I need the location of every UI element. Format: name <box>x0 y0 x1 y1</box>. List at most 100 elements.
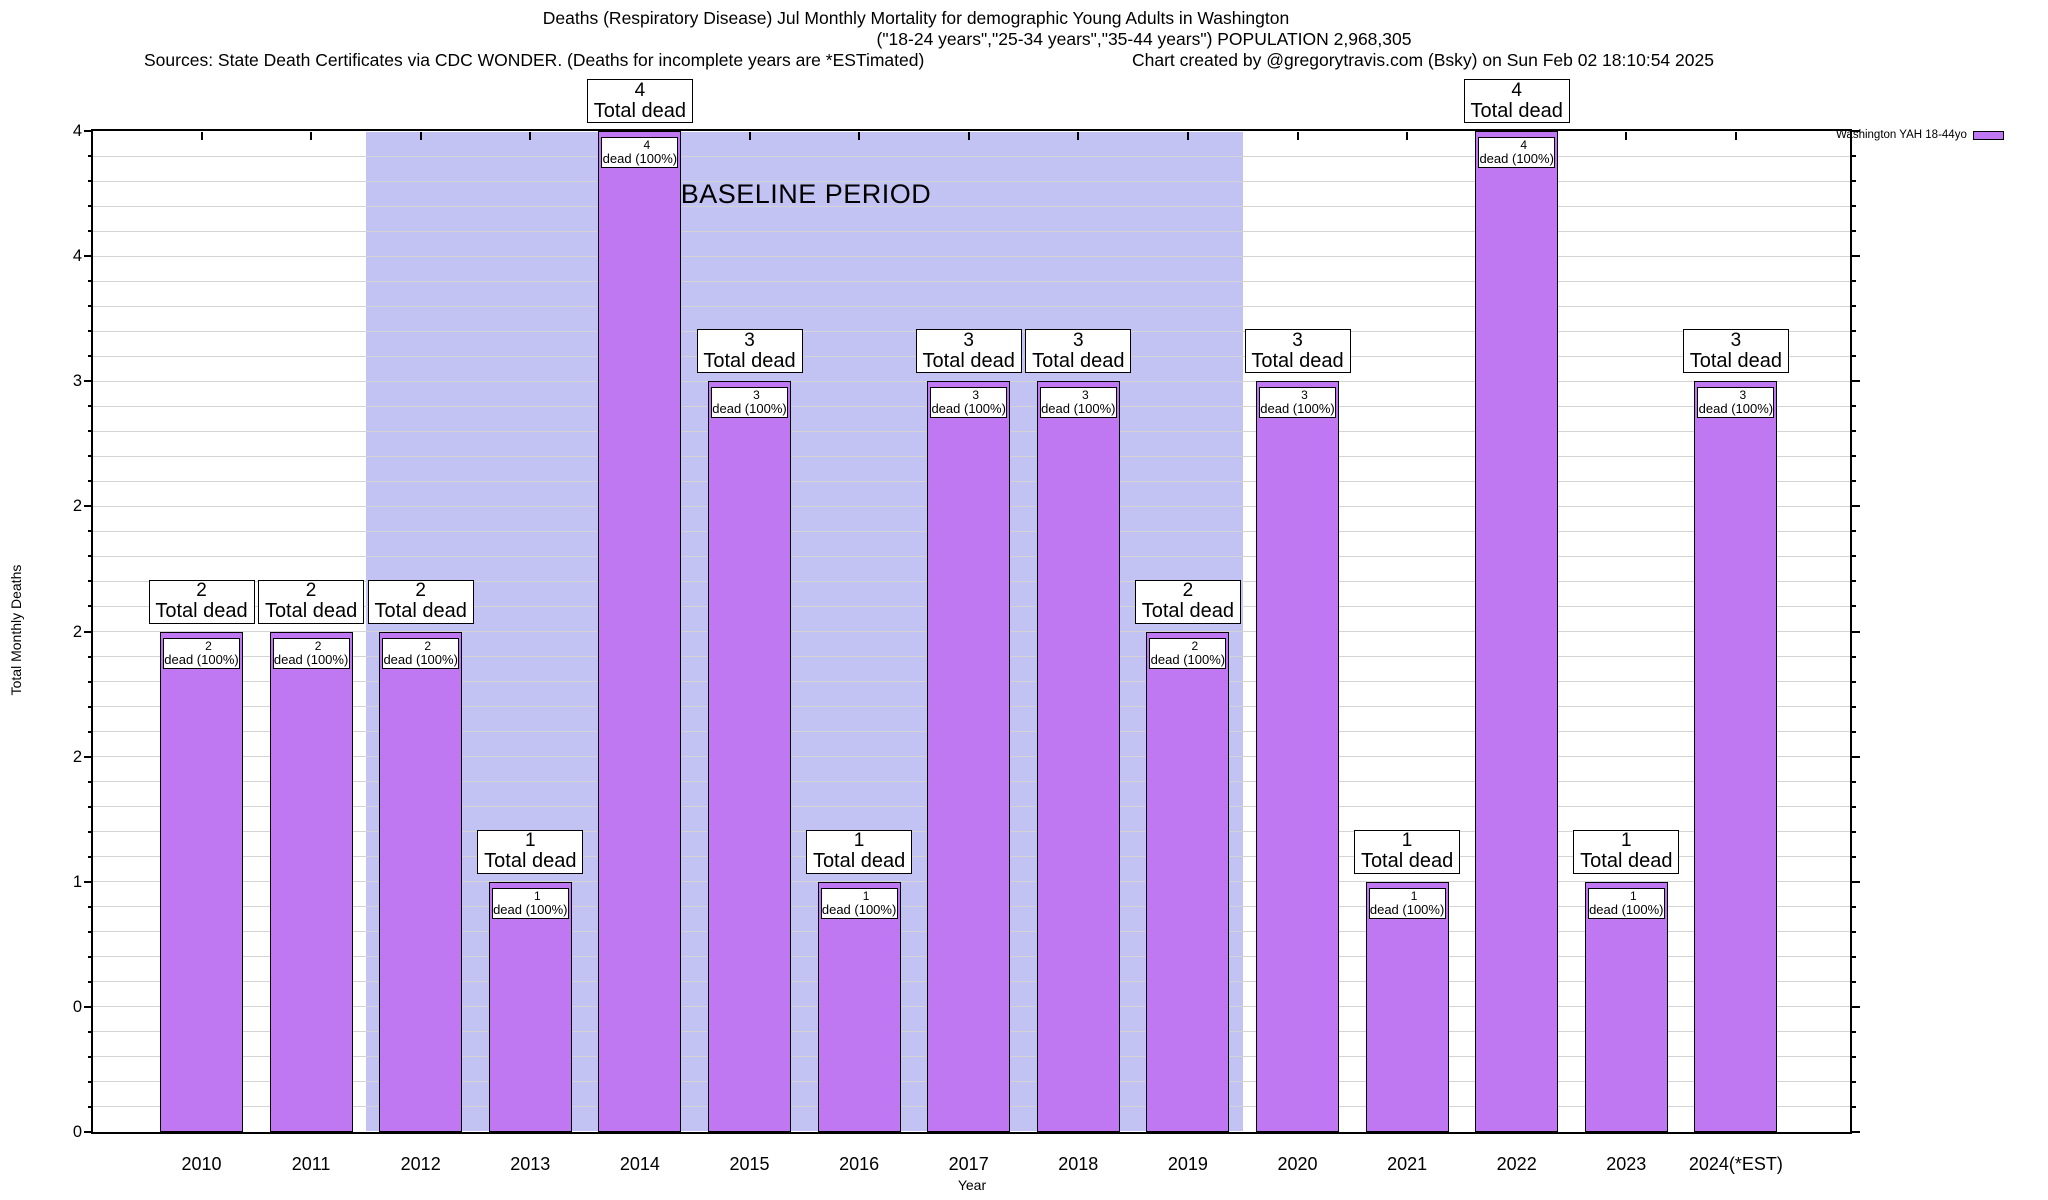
y-tick <box>1851 530 1856 533</box>
total-dead-count: 2 <box>196 580 207 601</box>
inner-box-label: dead (100%) <box>712 401 787 417</box>
gridline <box>93 155 1851 157</box>
total-dead-label: Total dead <box>703 349 796 372</box>
x-tick-label-2022: 2022 <box>1496 1154 1537 1174</box>
y-tick <box>88 1080 93 1083</box>
total-dead-count: 1 <box>525 830 536 852</box>
y-tick <box>1851 605 1856 608</box>
y-tick <box>1851 455 1856 458</box>
legend-label: Washington YAH 18-44yo <box>1836 129 1967 141</box>
total-dead-label: Total dead <box>1689 349 1783 372</box>
bar-2014 <box>598 131 682 1132</box>
total-dead-count: 4 <box>1511 79 1522 101</box>
inner-box-count: 2 <box>424 638 432 653</box>
total-dead-count: 1 <box>1621 830 1632 852</box>
y-tick <box>88 455 93 458</box>
inner-box-count: 3 <box>1081 388 1089 403</box>
plot-frame <box>91 129 1852 1134</box>
bar-2023 <box>1584 881 1668 1132</box>
x-tick-label-2014: 2014 <box>619 1154 660 1174</box>
y-tick-label: 0 <box>72 997 82 1016</box>
legend: Washington YAH 18-44yo <box>1836 128 2004 143</box>
inner-box-label: dead (100%) <box>1589 901 1664 917</box>
sources-note: Sources: State Death Certificates via CD… <box>144 50 925 70</box>
total-dead-box-2019: 2 Total dead <box>1134 579 1241 624</box>
total-dead-box-2016: 1 Total dead <box>806 829 913 874</box>
x-tick <box>858 132 861 140</box>
total-dead-label: Total dead <box>1360 850 1454 873</box>
total-dead-label: Total dead <box>1141 600 1235 622</box>
y-tick <box>88 430 93 433</box>
y-tick <box>1851 430 1856 433</box>
gridline <box>93 230 1851 232</box>
y-tick <box>88 580 93 583</box>
bar-2024(*EST) <box>1694 381 1778 1132</box>
x-tick <box>1734 132 1737 140</box>
y-tick <box>84 130 93 132</box>
y-tick <box>88 680 93 683</box>
y-tick <box>1851 1105 1856 1108</box>
inner-dead-box-2022: 4 dead (100%) <box>1478 137 1556 168</box>
inner-box-label: dead (100%) <box>821 901 897 917</box>
y-tick <box>88 280 93 283</box>
bar-2017 <box>927 381 1011 1132</box>
total-dead-label: Total dead <box>922 349 1015 372</box>
y-tick <box>84 630 93 633</box>
total-dead-count: 1 <box>853 830 865 852</box>
legend-swatch <box>1972 131 2004 140</box>
y-tick <box>84 1131 93 1133</box>
y-tick <box>88 230 93 233</box>
y-axis-title: Total Monthly Deaths <box>8 564 24 696</box>
total-dead-box-2012: 2 Total dead <box>367 579 474 624</box>
y-tick <box>1851 405 1856 408</box>
y-tick <box>1851 230 1856 233</box>
x-tick <box>529 132 532 140</box>
y-tick <box>84 880 93 883</box>
y-tick <box>1851 880 1860 883</box>
y-tick <box>1851 305 1856 308</box>
inner-box-count: 3 <box>1739 388 1747 403</box>
total-dead-count: 2 <box>305 580 317 601</box>
inner-box-count: 2 <box>314 638 322 653</box>
inner-dead-box-2024(*EST): 3 dead (100%) <box>1697 387 1775 419</box>
total-dead-count: 2 <box>415 580 426 601</box>
bar-2012 <box>379 631 463 1132</box>
x-tick-label-2023: 2023 <box>1606 1154 1647 1174</box>
total-dead-box-2022: 4 Total dead <box>1463 79 1570 123</box>
y-tick <box>1851 1005 1860 1008</box>
y-tick <box>88 780 93 783</box>
x-tick-label-2020: 2020 <box>1277 1154 1318 1174</box>
y-tick <box>1851 1030 1856 1033</box>
y-tick <box>88 330 93 333</box>
inner-box-label: dead (100%) <box>931 401 1006 417</box>
inner-box-count: 3 <box>1301 388 1308 403</box>
x-tick <box>967 132 970 140</box>
gridline <box>93 305 1851 307</box>
total-dead-count: 3 <box>744 329 755 351</box>
y-tick-label: 3 <box>72 372 82 391</box>
gridline <box>93 255 1851 257</box>
total-dead-label: Total dead <box>264 600 358 622</box>
y-tick <box>88 1030 93 1033</box>
y-tick <box>1851 155 1856 158</box>
y-tick <box>88 805 93 808</box>
x-tick-label-2012: 2012 <box>400 1154 441 1174</box>
y-tick <box>1851 805 1856 808</box>
inner-box-count: 3 <box>972 388 980 403</box>
total-dead-box-2023: 1 Total dead <box>1573 829 1680 874</box>
y-tick <box>1851 755 1860 758</box>
bar-2020 <box>1256 381 1339 1132</box>
y-tick <box>88 930 93 933</box>
x-tick-label-2024(*EST): 2024(*EST) <box>1688 1154 1783 1174</box>
inner-box-count: 4 <box>1520 138 1528 152</box>
y-tick <box>1851 705 1856 708</box>
total-dead-label: Total dead <box>1470 99 1563 122</box>
inner-dead-box-2023: 1 dead (100%) <box>1587 887 1665 919</box>
bar-2018 <box>1036 381 1120 1132</box>
inner-box-count: 3 <box>753 388 760 403</box>
total-dead-box-2018: 3 Total dead <box>1025 329 1132 374</box>
y-tick <box>88 530 93 533</box>
x-tick-label-2017: 2017 <box>948 1154 989 1174</box>
inner-box-label: dead (100%) <box>1260 401 1335 417</box>
inner-box-label: dead (100%) <box>1479 151 1554 166</box>
